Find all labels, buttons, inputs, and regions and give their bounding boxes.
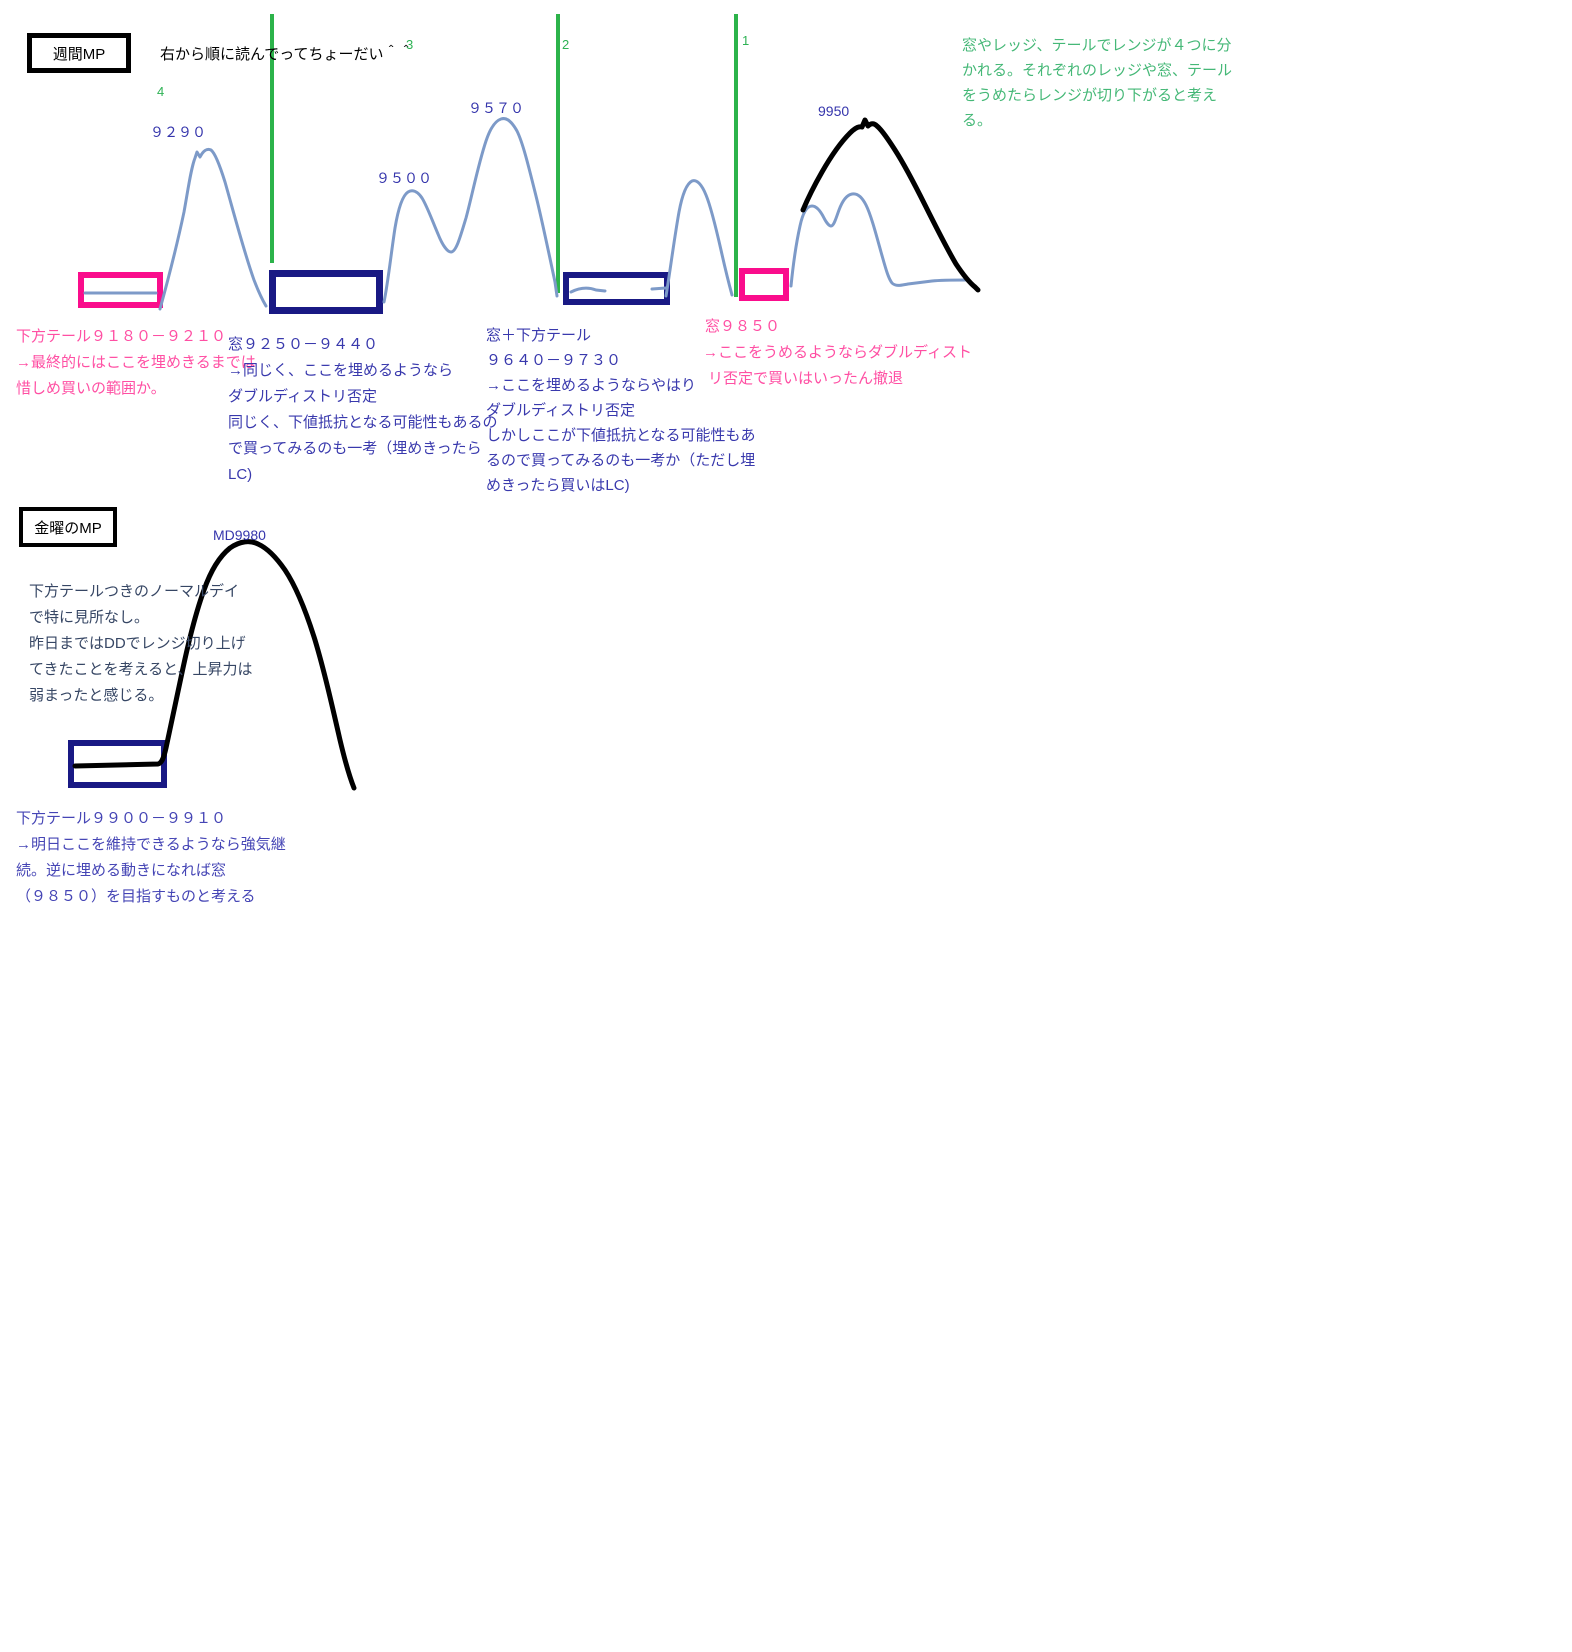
squiggle-in-navy-box-2 <box>569 286 607 294</box>
friday-description-line: で特に見所なし。 <box>29 609 150 626</box>
section-number-2: 2 <box>562 37 570 52</box>
section-number-4: 4 <box>157 84 165 99</box>
pink-window-range-box-9850 <box>739 268 789 301</box>
peak-label-9290: ９２９０ <box>150 124 206 140</box>
friday-hand-drawn-md9980-curve <box>72 539 357 791</box>
peak-label-9570: ９５７０ <box>468 100 524 116</box>
friday-mp-title: 金曜のMP <box>34 519 102 537</box>
window-9250-note-line: 窓９２５０－９４４０ <box>228 336 379 353</box>
range-note-line: をうめたらレンジが切り下がると考え <box>962 87 1218 104</box>
window-9640-note-line: しかしここが下値抵抗となる可能性もあ <box>486 427 756 444</box>
weekly-peak-9290-curve <box>158 147 268 311</box>
peak-label-9950: 9950 <box>818 103 850 119</box>
window-9850-note-line: →ここをうめるようならダブルディスト <box>703 344 972 361</box>
weekly-unlabeled-peak-curve <box>664 179 734 298</box>
tail-9180-note-line: →最終的にはここを埋めきるまでは <box>16 354 256 371</box>
friday-tail-note-line: →明日ここを維持できるようなら強気継 <box>16 836 286 853</box>
window-9250-note-line: →同じく、ここを埋めるようなら <box>228 362 454 379</box>
tail-9180-note-line: 惜しめ買いの範囲か。 <box>16 380 166 397</box>
weekly-mp-title: 週間MP <box>52 45 106 63</box>
range-note-line: る。 <box>962 112 993 129</box>
window-9250-note-line: ダブルディストリ否定 <box>228 388 377 405</box>
peak-label-9500: ９５００ <box>376 170 432 186</box>
section-number-3: 3 <box>406 37 414 52</box>
window-9250-note-line: で買ってみるのも一考（埋めきったら <box>228 440 482 457</box>
window-9640-note-line: めきったら買いはLC) <box>486 477 630 494</box>
window-9850-note-line: リ否定で買いはいったん撤退 <box>708 370 904 387</box>
window-9850-note-line: 窓９８５０ <box>705 318 781 335</box>
weekly-peak-9500-9570-curve <box>382 117 559 304</box>
window-9640-note-line: ９６４０－９７３０ <box>486 352 622 369</box>
navy-window-range-box-9250 <box>269 270 383 314</box>
friday-mp-title-box: 金曜のMP <box>19 507 117 547</box>
friday-tail-note-line: 下方テール９９００－９９１０ <box>16 810 227 827</box>
friday-description-line: 昨日まではDDでレンジ切り上げ <box>29 635 246 652</box>
range-note-line: 窓やレッジ、テールでレンジが４つに分 <box>962 37 1232 54</box>
tail-9180-note-line: 下方テール９１８０－９２１０ <box>16 328 227 345</box>
window-9640-note-line: ダブルディストリ否定 <box>486 402 635 419</box>
friday-description-line: 弱まったと感じる。 <box>29 687 164 704</box>
weekly-mp-title-box: 週間MP <box>27 33 131 73</box>
weekly-hand-drawn-9950-curve <box>800 117 981 293</box>
window-9640-note-line: るので買ってみるのも一考か（ただし埋 <box>486 452 756 469</box>
weekly-double-hump-curve <box>789 192 968 288</box>
navy-tail-range-box-9900 <box>68 740 167 788</box>
friday-description-line: 下方テールつきのノーマルデイ <box>29 583 240 600</box>
range-note-line: かれる。それぞれのレッジや窓、テール <box>962 62 1233 79</box>
peak-label-md9980: MD9980 <box>213 527 266 543</box>
window-9640-note-line: 窓＋下方テール <box>486 327 592 344</box>
friday-description-line: てきたことを考えると、上昇力は <box>29 661 253 678</box>
friday-tail-note-line: （９８５０）を目指すものと考える <box>16 888 256 905</box>
section-number-1: 1 <box>742 33 750 48</box>
reading-instruction: 右から順に読んでってちょーだい＾＾ <box>160 46 414 63</box>
pink-tail-range-box-9180 <box>78 272 163 308</box>
friday-tail-note-line: 続。逆に埋める動きになれば窓 <box>16 862 227 879</box>
window-9640-note-line: →ここを埋めるようならやはり <box>486 377 697 394</box>
dash-in-navy-box-2 <box>650 286 668 291</box>
window-9250-note-line: 同じく、下値抵抗となる可能性もあるの <box>228 414 498 431</box>
window-9250-note-line: LC) <box>228 466 253 483</box>
